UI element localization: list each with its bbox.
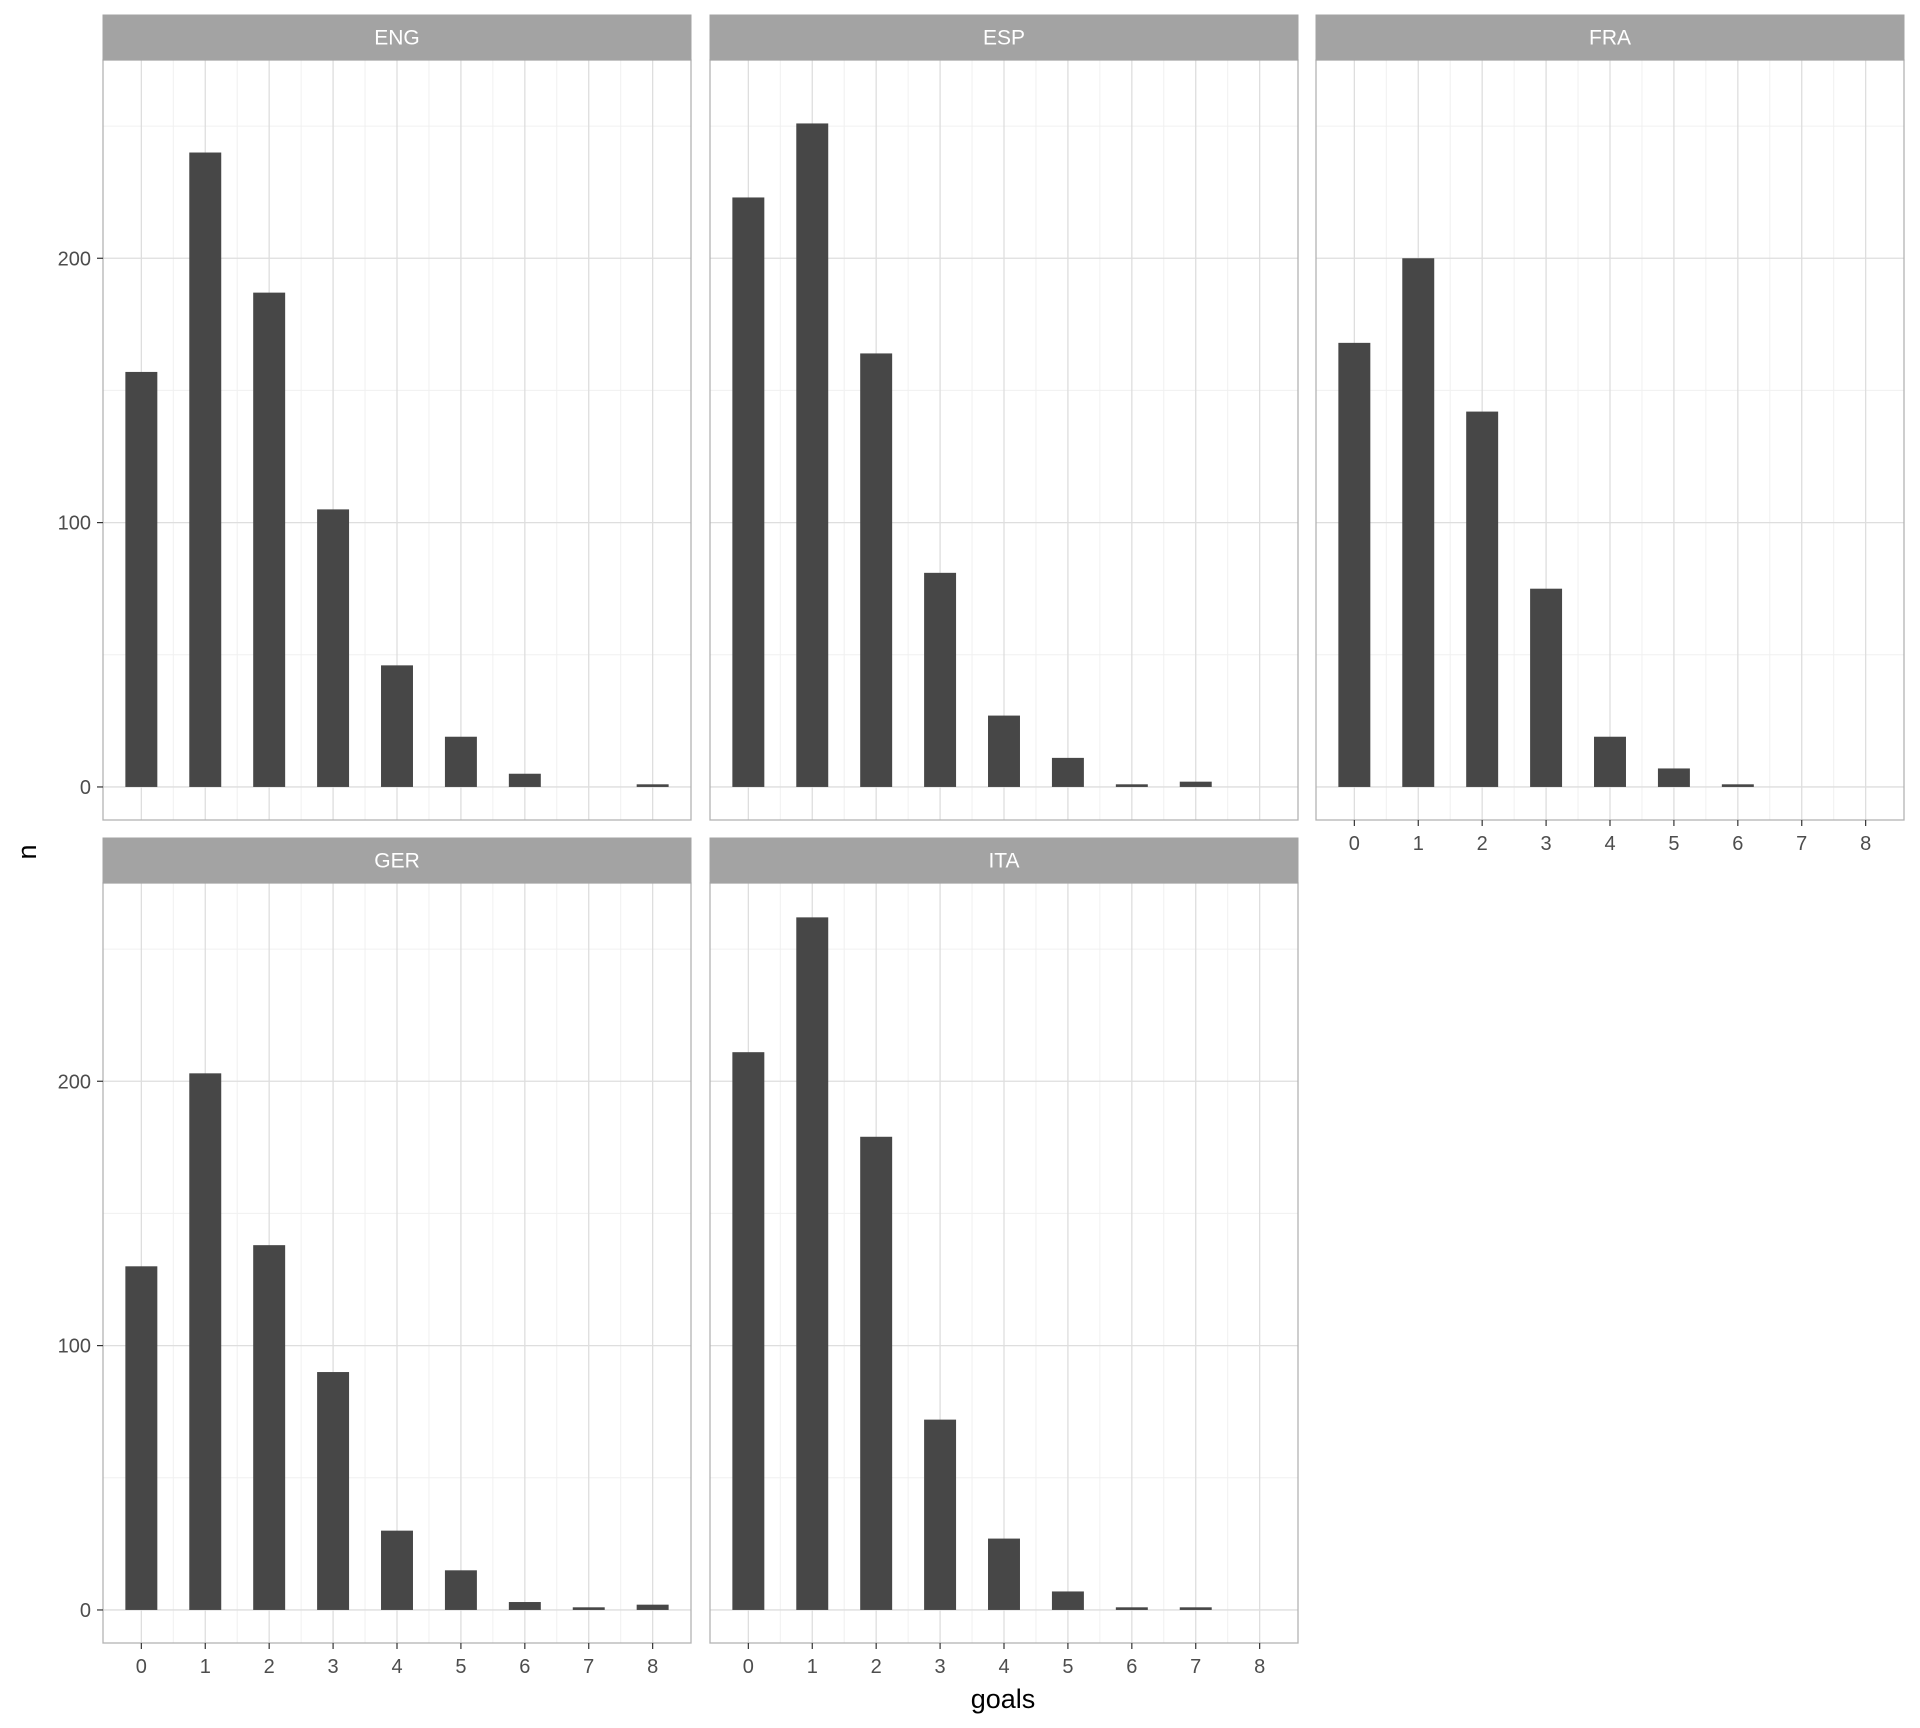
facet-strip xyxy=(102,837,692,884)
bar-eng-0 xyxy=(125,371,158,787)
x-tick-label: 0 xyxy=(743,1656,754,1678)
y-tick-label: 0 xyxy=(80,777,91,799)
x-tick-label: 5 xyxy=(1062,1656,1073,1678)
bar-eng-3 xyxy=(317,509,350,787)
x-axis-title: goals xyxy=(971,1684,1036,1714)
facet-strip-label: FRA xyxy=(1589,27,1631,50)
bar-ger-5 xyxy=(444,1570,477,1610)
y-tick-label: 200 xyxy=(58,248,91,270)
bar-esp-7 xyxy=(1179,781,1212,787)
x-tick-label: 8 xyxy=(647,1656,658,1678)
facet-strip-label: ENG xyxy=(374,27,420,50)
facet-strip xyxy=(709,14,1299,61)
y-tick-label: 100 xyxy=(58,1336,91,1358)
x-tick-label: 3 xyxy=(1541,833,1552,855)
bar-eng-5 xyxy=(444,736,477,787)
bar-ita-2 xyxy=(860,1136,893,1610)
x-tick-label: 7 xyxy=(1796,833,1807,855)
bar-esp-2 xyxy=(860,353,893,787)
x-tick-label: 7 xyxy=(1190,1656,1201,1678)
y-tick-label: 0 xyxy=(80,1600,91,1622)
bar-esp-4 xyxy=(988,715,1020,787)
facet-strip-label: ESP xyxy=(983,27,1025,50)
x-tick-label: 0 xyxy=(136,1656,147,1678)
bar-fra-0 xyxy=(1338,342,1371,787)
bar-eng-8 xyxy=(636,784,669,787)
y-tick-label: 200 xyxy=(58,1071,91,1093)
bar-fra-6 xyxy=(1721,784,1754,787)
x-tick-label: 3 xyxy=(935,1656,946,1678)
bar-fra-3 xyxy=(1530,588,1563,787)
x-tick-label: 5 xyxy=(455,1656,466,1678)
bar-eng-2 xyxy=(253,292,286,787)
bar-ita-3 xyxy=(924,1419,957,1610)
facet-strip-label: GER xyxy=(374,850,420,873)
y-tick-label: 100 xyxy=(58,513,91,535)
x-tick-label: 6 xyxy=(519,1656,530,1678)
bar-ita-5 xyxy=(1051,1591,1084,1610)
x-tick-label: 1 xyxy=(807,1656,818,1678)
bar-ita-4 xyxy=(988,1538,1020,1610)
bar-ger-8 xyxy=(636,1604,669,1610)
bar-ger-4 xyxy=(381,1530,413,1610)
bar-eng-6 xyxy=(508,773,541,787)
bar-esp-5 xyxy=(1051,757,1084,787)
bar-ita-0 xyxy=(732,1052,765,1610)
bar-ita-1 xyxy=(796,917,829,1610)
facet-panel-ger: GER 0 100 200 0 1 2 3 4 5 6 7 8 xyxy=(58,837,692,1678)
bar-esp-6 xyxy=(1115,784,1148,787)
facet-panel-ita: ITA 0 1 2 3 4 5 6 7 8 xyxy=(709,837,1299,1678)
facet-strip xyxy=(1315,14,1905,61)
x-tick-label: 5 xyxy=(1668,833,1679,855)
x-tick-label: 4 xyxy=(998,1656,1009,1678)
bar-ita-6 xyxy=(1115,1607,1148,1610)
bar-esp-0 xyxy=(732,197,765,787)
x-tick-label: 7 xyxy=(583,1656,594,1678)
x-tick-label: 8 xyxy=(1254,1656,1265,1678)
facet-panel-fra: FRA 0 1 2 3 4 5 6 7 8 xyxy=(1315,14,1905,855)
x-tick-label: 0 xyxy=(1349,833,1360,855)
facet-panel-esp: ESP xyxy=(709,14,1299,821)
x-tick-label: 2 xyxy=(264,1656,275,1678)
bar-ita-7 xyxy=(1179,1607,1212,1610)
bar-fra-4 xyxy=(1594,736,1626,787)
bar-ger-6 xyxy=(508,1602,541,1610)
y-axis-title: n xyxy=(12,844,42,859)
facet-strip xyxy=(102,14,692,61)
x-tick-label: 6 xyxy=(1732,833,1743,855)
x-tick-label: 3 xyxy=(328,1656,339,1678)
facet-strip-label: ITA xyxy=(988,850,1019,873)
x-tick-label: 2 xyxy=(871,1656,882,1678)
x-tick-label: 1 xyxy=(1413,833,1424,855)
bar-esp-3 xyxy=(924,572,957,787)
bar-ger-2 xyxy=(253,1245,286,1610)
bar-eng-4 xyxy=(381,665,413,787)
bar-fra-1 xyxy=(1402,258,1435,787)
bar-eng-1 xyxy=(189,152,222,787)
x-tick-label: 6 xyxy=(1126,1656,1137,1678)
bar-fra-5 xyxy=(1657,768,1690,787)
bar-ger-0 xyxy=(125,1266,158,1610)
bar-fra-2 xyxy=(1466,411,1499,787)
x-tick-label: 8 xyxy=(1860,833,1871,855)
x-tick-label: 4 xyxy=(391,1656,402,1678)
x-tick-label: 1 xyxy=(200,1656,211,1678)
bar-ger-1 xyxy=(189,1073,222,1610)
bar-ger-7 xyxy=(572,1607,605,1610)
facet-strip xyxy=(709,837,1299,884)
bar-esp-1 xyxy=(796,123,829,787)
x-tick-label: 2 xyxy=(1477,833,1488,855)
facet-panel-eng: ENG 0 100 200 xyxy=(58,14,692,821)
x-tick-label: 4 xyxy=(1604,833,1615,855)
bar-ger-3 xyxy=(317,1372,350,1610)
